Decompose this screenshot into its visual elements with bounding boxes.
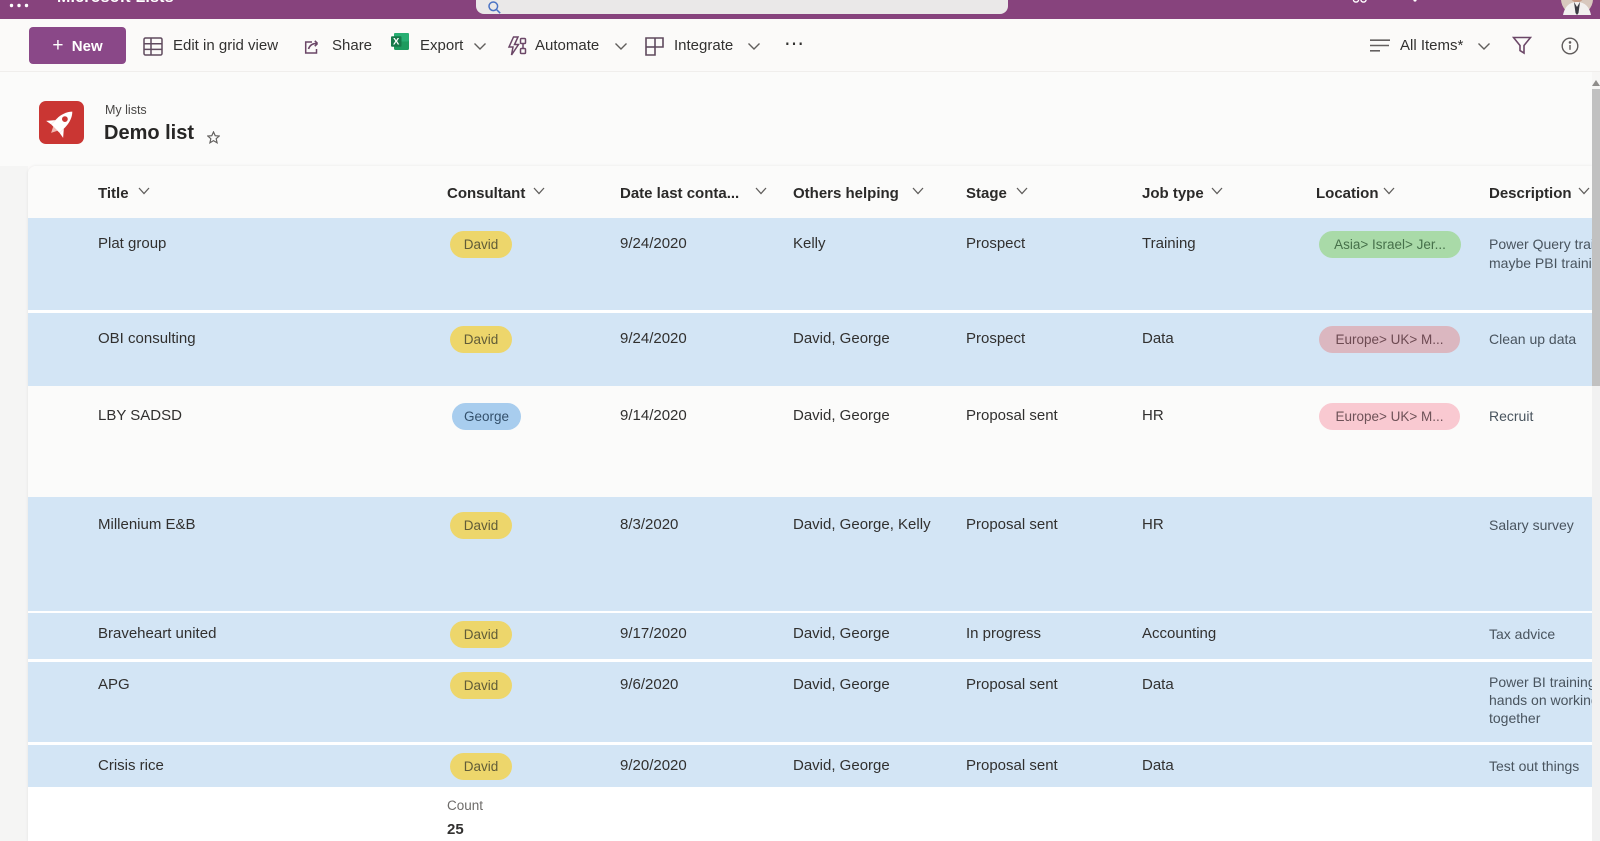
svg-text:X: X [393,37,400,48]
